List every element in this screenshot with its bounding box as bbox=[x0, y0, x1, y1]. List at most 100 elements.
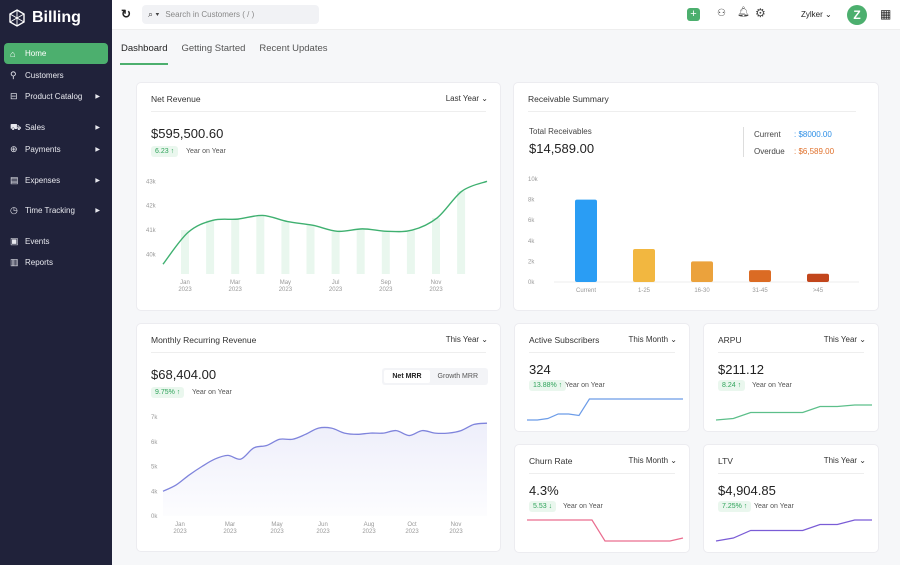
app-name: Billing bbox=[32, 9, 81, 26]
period-select[interactable]: This Month ⌄ bbox=[628, 456, 677, 465]
card-title: Churn Rate bbox=[529, 456, 573, 466]
cart-icon: ⛟ bbox=[10, 121, 22, 132]
x-tick-label: Jul bbox=[332, 280, 340, 286]
receivable-bar bbox=[575, 199, 597, 282]
sidebar-item-customers[interactable]: ⚲ Customers bbox=[4, 65, 108, 86]
x-tick-label: May bbox=[271, 522, 282, 528]
metric-value: 4.3% bbox=[529, 483, 559, 498]
y-tick-label: 10k bbox=[528, 177, 539, 183]
period-select[interactable]: This Year ⌄ bbox=[823, 456, 866, 465]
overdue-label: Overdue bbox=[754, 147, 785, 156]
sparkline bbox=[527, 519, 684, 542]
sidebar: Billing ⌂ Home ⚲ Customers ⊟ Product Cat… bbox=[0, 0, 112, 565]
y-tick-label: 6k bbox=[151, 440, 158, 446]
sidebar-item-label: Events bbox=[25, 237, 50, 246]
users-icon[interactable]: ⚇ bbox=[717, 8, 726, 19]
x-tick-label: Oct bbox=[407, 522, 417, 528]
x-tick-label: 2023 bbox=[229, 287, 243, 293]
y-tick-label: 6k bbox=[528, 218, 535, 224]
change-label: Year on Year bbox=[754, 503, 794, 510]
events-icon: ▣ bbox=[10, 236, 19, 246]
change-label: Year on Year bbox=[192, 389, 232, 396]
card-title: Active Subscribers bbox=[529, 335, 600, 345]
x-tick-label: 16-30 bbox=[694, 288, 710, 294]
add-button[interactable]: + bbox=[687, 8, 700, 21]
sidebar-item-expenses[interactable]: ▤ Expenses ▶ bbox=[4, 170, 108, 191]
y-tick-label: 41k bbox=[146, 228, 157, 234]
submenu-arrow-icon: ▶ bbox=[95, 94, 100, 100]
sidebar-item-sales[interactable]: ⛟ Sales ▶ bbox=[4, 117, 108, 138]
avatar[interactable]: Z bbox=[847, 5, 867, 25]
x-tick-label: Nov bbox=[451, 522, 462, 528]
net-revenue-card: Net Revenue Last Year ⌄ $595,500.60 6.23… bbox=[136, 82, 501, 311]
stopwatch-icon: ◷ bbox=[10, 205, 18, 215]
revenue-line bbox=[162, 180, 488, 265]
org-switcher[interactable]: Zylker ⌄ bbox=[801, 10, 832, 19]
sidebar-item-payments[interactable]: ⊕ Payments ▶ bbox=[4, 139, 108, 160]
submenu-arrow-icon: ▶ bbox=[95, 147, 100, 153]
metric-value: $4,904.85 bbox=[718, 483, 776, 498]
period-select[interactable]: This Month ⌄ bbox=[628, 335, 677, 344]
payment-icon: ⊕ bbox=[10, 144, 18, 154]
sparkline-line bbox=[527, 519, 684, 542]
card-title: ARPU bbox=[718, 335, 742, 345]
sidebar-item-time-tracking[interactable]: ◷ Time Tracking ▶ bbox=[4, 200, 108, 221]
x-tick-label: Aug bbox=[364, 522, 375, 528]
period-select[interactable]: This Year ⌄ bbox=[445, 335, 488, 344]
revenue-bar bbox=[432, 217, 440, 274]
tab-recent-updates[interactable]: Recent Updates bbox=[259, 43, 328, 54]
period-label: Last Year bbox=[445, 94, 480, 103]
change-badge: 9.75% ↑ bbox=[151, 387, 185, 398]
revenue-bar bbox=[457, 191, 466, 274]
x-tick-label: Mar bbox=[225, 522, 235, 528]
sparkline-line bbox=[715, 404, 872, 421]
gear-icon[interactable]: ⚙ bbox=[755, 6, 766, 20]
x-tick-label: >45 bbox=[813, 288, 824, 294]
search-input[interactable]: ⌕ ▾ Search in Customers ( / ) bbox=[142, 5, 319, 24]
receipt-icon: ▤ bbox=[10, 175, 19, 185]
mrr-chart: 7k6k5k4k0kJan2023Mar2023May2023Jun2023Au… bbox=[151, 415, 488, 535]
churn-rate-card: Churn Rate This Month ⌄ 4.3% 5.53 ↓ Year… bbox=[514, 444, 690, 553]
period-select[interactable]: Last Year ⌄ bbox=[445, 94, 488, 103]
y-tick-label: 4k bbox=[151, 489, 158, 495]
search-icon[interactable]: ⌕ ▾ bbox=[148, 9, 160, 19]
metric-value: 324 bbox=[529, 362, 551, 377]
sidebar-item-label: Expenses bbox=[25, 176, 61, 185]
sidebar-item-events[interactable]: ▣ Events bbox=[4, 231, 108, 252]
x-tick-label: 2023 bbox=[449, 529, 463, 535]
net-revenue-chart: 43k42k41k40kJan2023Mar2023May2023Jul2023… bbox=[146, 179, 488, 293]
sparkline-line bbox=[527, 398, 683, 421]
x-tick-label: 2023 bbox=[379, 287, 393, 293]
x-tick-label: 2023 bbox=[173, 529, 187, 535]
tab-getting-started[interactable]: Getting Started bbox=[181, 43, 246, 54]
y-tick-label: 43k bbox=[146, 179, 157, 185]
x-tick-label: Mar bbox=[230, 280, 240, 286]
revenue-bar bbox=[256, 215, 265, 274]
total-receivables-value: $14,589.00 bbox=[529, 141, 595, 156]
growth-mrr-button[interactable]: Growth MRR bbox=[437, 373, 478, 380]
sidebar-item-home[interactable]: ⌂ Home bbox=[4, 43, 108, 64]
period-select[interactable]: This Year ⌄ bbox=[823, 335, 866, 344]
y-tick-label: 0k bbox=[151, 514, 158, 520]
apps-grid-icon[interactable]: ▦ bbox=[880, 7, 891, 21]
sidebar-item-label: Time Tracking bbox=[25, 206, 75, 215]
mrr-value: $68,404.00 bbox=[151, 367, 217, 382]
tab-dashboard[interactable]: Dashboard bbox=[120, 38, 169, 65]
net-mrr-button[interactable]: Net MRR bbox=[384, 370, 430, 383]
ltv-card: LTV This Year ⌄ $4,904.85 7.25% ↑ Year o… bbox=[703, 444, 879, 553]
y-tick-label: 7k bbox=[151, 415, 158, 421]
sidebar-item-reports[interactable]: ▥ Reports bbox=[4, 252, 108, 273]
y-tick-label: 40k bbox=[146, 252, 157, 258]
bell-icon[interactable]: 🔔︎ bbox=[737, 7, 750, 18]
x-tick-label: Sep bbox=[380, 280, 391, 286]
total-receivables-label: Total Receivables bbox=[529, 127, 592, 136]
recent-icon[interactable]: ↻ bbox=[121, 7, 132, 21]
revenue-bar bbox=[381, 231, 390, 274]
app-logo[interactable]: Billing bbox=[0, 0, 112, 36]
change-label: Year on Year bbox=[186, 148, 226, 155]
sidebar-item-label: Sales bbox=[25, 123, 46, 132]
sparkline bbox=[527, 398, 683, 421]
change-badge: 5.53 ↓ bbox=[529, 501, 557, 512]
x-tick-label: 2023 bbox=[223, 529, 237, 535]
sidebar-item-product-catalog[interactable]: ⊟ Product Catalog ▶ bbox=[4, 86, 108, 107]
